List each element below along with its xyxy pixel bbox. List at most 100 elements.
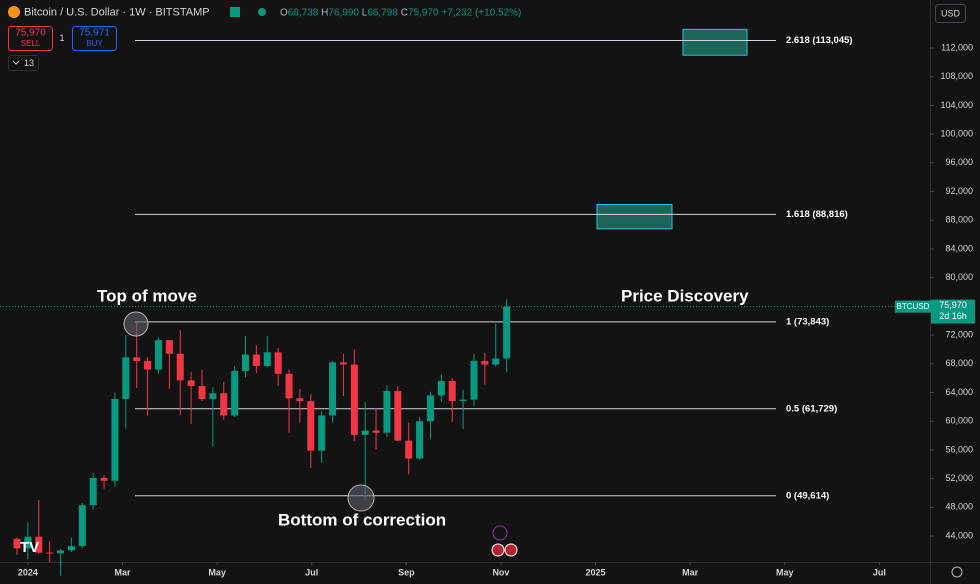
buy-label[interactable]: BUY (86, 39, 103, 48)
candle-body (503, 306, 511, 359)
candle-body (13, 538, 21, 549)
h-value: 76,990 (328, 7, 359, 18)
y-tick-label: 44,000 (945, 530, 973, 540)
buy-button[interactable] (72, 26, 117, 51)
x-tick-label: Nov (492, 567, 509, 577)
plot-area: 2.618 (113,045) 1.618 (88,816) 1 (73,843) 0… (0, 28, 930, 576)
sell-button[interactable] (8, 26, 53, 51)
y-tick-label: 104,000 (940, 100, 973, 110)
candle-body (100, 477, 108, 481)
candle-body (252, 354, 260, 366)
candle-body (361, 430, 369, 435)
candle-body (231, 370, 239, 416)
candle-body (296, 398, 304, 402)
currency[interactable]: USD (941, 8, 961, 18)
candle-body (165, 340, 173, 354)
candle-body (144, 360, 152, 370)
y-tick-label: 60,000 (945, 416, 973, 426)
candle-body (437, 381, 445, 396)
candle-body (470, 360, 478, 400)
candle-body (122, 357, 130, 399)
y-tick-label: 72,000 (945, 329, 973, 339)
status-dot (258, 8, 266, 16)
flag-icon (230, 7, 240, 17)
top-marker (123, 311, 149, 337)
x-tick-label: May (208, 567, 226, 577)
candle-body (220, 393, 228, 416)
candle-body (46, 552, 54, 554)
annotation: Price Discovery (621, 286, 749, 305)
o-value: 68,738 (288, 7, 319, 18)
y-tick-label: 112,000 (941, 42, 973, 52)
countdown: 2d 16h (939, 311, 967, 321)
y-tick-label: 88,000 (945, 215, 973, 225)
candle-body (307, 401, 315, 451)
candle-body (481, 360, 489, 365)
candle-body (209, 393, 217, 399)
candle-body (89, 477, 97, 506)
fib-label: 1 (73,843) (786, 316, 829, 327)
sell-price[interactable]: 75,970 (15, 28, 46, 39)
y-tick-label: 56,000 (945, 444, 973, 454)
c-label: C (401, 7, 408, 18)
candle-body (285, 373, 293, 399)
event-icon[interactable] (491, 543, 505, 557)
price-tag (931, 299, 975, 324)
candle-body (187, 380, 195, 387)
candle-body (133, 357, 141, 361)
fib-label: 0 (49,614) (786, 490, 829, 501)
candle-body (416, 421, 424, 459)
quantity: 1 (59, 33, 64, 43)
annotation: Bottom of correction (278, 510, 446, 529)
o-label: O (280, 7, 288, 18)
candle-body (318, 415, 326, 451)
fib-label: 1.618 (88,816) (786, 209, 848, 220)
candle-body (35, 536, 43, 553)
x-tick-label: May (776, 567, 794, 577)
event-icon[interactable] (504, 543, 518, 557)
candle-body (492, 358, 500, 365)
candle-body (426, 395, 434, 422)
candle-body (242, 354, 250, 371)
ohlc: O68,738 H76,990 L66,798 C75,970 +7,232 (… (280, 7, 521, 18)
indicator-count[interactable]: 13 (24, 58, 34, 68)
event-icon[interactable] (492, 525, 508, 541)
change: +7,232 (+10.52%) (441, 7, 521, 18)
x-tick-label: Jul (873, 567, 886, 577)
l-label: L (362, 7, 368, 18)
x-tick-label: Jul (305, 567, 318, 577)
y-tick-label: 100,000 (940, 129, 973, 139)
c-value: 75,970 (408, 7, 439, 18)
candle-body (24, 536, 32, 549)
candle-body (176, 353, 184, 381)
fib-label: 0.5 (61,729) (786, 403, 837, 414)
candle-body (329, 362, 337, 416)
target-zone (682, 28, 748, 56)
y-tick-label: 64,000 (945, 387, 973, 397)
settings-icon[interactable] (951, 566, 963, 578)
sell-label[interactable]: SELL (21, 39, 41, 48)
y-tick-label: 48,000 (945, 502, 973, 512)
candle-body (372, 430, 380, 433)
l-value: 66,798 (367, 7, 398, 18)
candle-body (383, 391, 391, 433)
symbol-tag (895, 300, 931, 313)
candle-body (78, 505, 86, 547)
x-tick-label: Sep (398, 567, 415, 577)
candle-body (198, 386, 206, 399)
candle-body (405, 440, 413, 459)
x-tick-label: 2024 (18, 567, 38, 577)
indicators-toggle[interactable] (8, 55, 39, 71)
candle-body (394, 391, 402, 441)
chevron-icon (12, 60, 20, 65)
currency-button[interactable] (935, 4, 966, 23)
price-tag-label: 75,970 (939, 300, 967, 310)
buy-price[interactable]: 75,971 (79, 28, 110, 39)
candle-body (263, 352, 271, 366)
candle-body (57, 550, 65, 554)
symbol-tag-label: BTCUSD (897, 302, 930, 311)
candle-body (67, 546, 75, 551)
y-tick-label: 84,000 (945, 243, 973, 253)
